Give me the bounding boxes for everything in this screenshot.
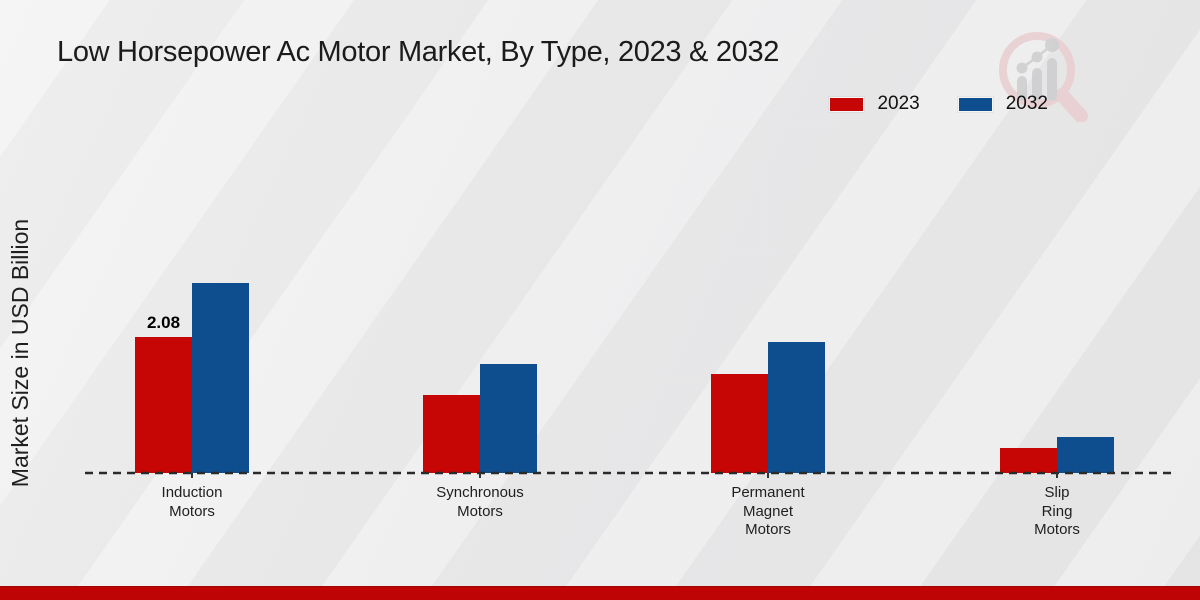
bar-group: 2.08 [135, 283, 249, 473]
category-label: Induction Motors [161, 484, 223, 520]
x-axis-tick [767, 473, 769, 478]
bar-group [1000, 437, 1114, 473]
category-label: Permanent Magnet Motors [731, 484, 805, 538]
x-axis-tick [479, 473, 481, 478]
legend-item-2023: 2023 [829, 93, 920, 115]
legend-label-2032: 2032 [1005, 93, 1048, 114]
bar-2032 [192, 283, 249, 473]
x-axis-tick [1056, 473, 1058, 478]
bar-group [711, 342, 825, 473]
legend-label-2023: 2023 [877, 93, 920, 114]
footer-accent-bar [0, 586, 1200, 600]
chart-title: Low Horsepower Ac Motor Market, By Type,… [57, 36, 780, 68]
y-axis-label: Market Size in USD Billion [7, 218, 33, 488]
bar-2032 [480, 364, 537, 473]
bar-2023 [1000, 448, 1057, 473]
bar-2023 [711, 374, 768, 473]
legend: 2023 2032 [829, 93, 1048, 115]
bar-2023: 2.08 [135, 313, 192, 473]
bar-value-label: 2.08 [146, 313, 181, 332]
x-axis-tick [191, 473, 193, 478]
plot-area: 2.08 Induction Motors Synchronous Motors Pe… [85, 80, 1175, 538]
bar-2032 [768, 342, 825, 473]
category-label: Synchronous Motors [436, 484, 524, 520]
bar-2032 [1057, 437, 1114, 473]
bar-2023 [423, 395, 480, 473]
legend-swatch-2023 [829, 96, 865, 112]
x-axis-baseline [85, 471, 1175, 475]
bar-group [423, 364, 537, 473]
legend-swatch-2032 [957, 96, 993, 112]
watermark-logo-icon [999, 32, 1088, 122]
legend-item-2032: 2032 [957, 93, 1048, 115]
category-label: Slip Ring Motors [1034, 484, 1080, 538]
